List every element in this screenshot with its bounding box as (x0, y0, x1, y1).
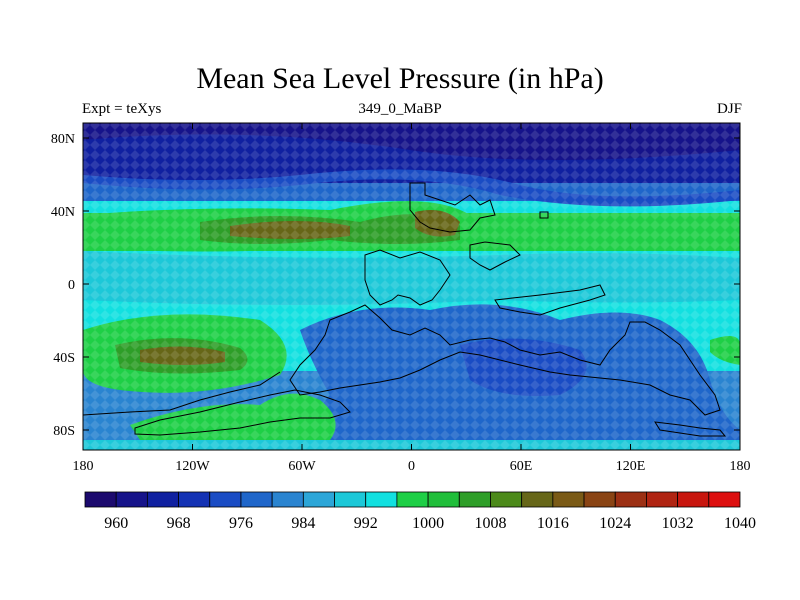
x-tick-label: 0 (408, 459, 415, 474)
colorbar-swatch (677, 491, 710, 508)
colorbar-swatch (178, 491, 211, 508)
colorbar-label: 992 (354, 515, 378, 532)
colorbar-label: 1032 (662, 515, 694, 532)
colorbar-swatch (427, 491, 460, 508)
period-label: 349_0_MaBP (358, 101, 442, 117)
colorbar: 960 968 976 984 992 1000 1008 1016 1024 1032 1040 (84, 491, 756, 532)
x-tick-label: 120W (175, 459, 210, 474)
x-axis: 180 120W 60W 0 60E 120E 180 (73, 123, 751, 474)
x-tick-label: 120E (616, 459, 646, 474)
colorbar-swatch (396, 491, 429, 508)
colorbar-label: 1040 (724, 515, 756, 532)
coastline (289, 304, 721, 416)
coastlines (83, 182, 727, 437)
coastline (409, 182, 496, 233)
colorbar-swatch (646, 491, 679, 508)
x-tick-label: 180 (730, 459, 751, 474)
colorbar-swatch (614, 491, 647, 508)
x-tick-label: 180 (73, 459, 94, 474)
colorbar-swatch (240, 491, 273, 508)
colorbar-swatch (458, 491, 491, 508)
colorbar-label: 960 (104, 515, 128, 532)
colorbar-swatch (365, 491, 398, 508)
colorbar-swatch (146, 491, 179, 508)
colorbar-swatch (271, 491, 304, 508)
y-tick-label: 80N (51, 132, 75, 147)
coastline (539, 211, 549, 219)
colorbar-swatch (490, 491, 523, 508)
colorbar-swatch (521, 491, 554, 508)
coastline (134, 389, 351, 436)
coastline (494, 284, 606, 316)
colorbar-swatch (552, 491, 585, 508)
colorbar-swatch (115, 491, 148, 508)
chart-title: Mean Sea Level Pressure (in hPa) (196, 62, 604, 95)
y-axis: 80N 40N 0 40S 80S (51, 132, 740, 439)
y-tick-label: 40S (53, 351, 75, 366)
colorbar-label: 1000 (412, 515, 444, 532)
map-plot-area (83, 123, 740, 450)
colorbar-swatch (209, 491, 242, 508)
colorbar-label: 1024 (599, 515, 631, 532)
season-label: DJF (716, 101, 742, 117)
colorbar-swatch (302, 491, 335, 508)
y-tick-label: 40N (51, 205, 75, 220)
y-tick-label: 0 (68, 278, 75, 293)
coastline (654, 421, 727, 437)
y-tick-label: 80S (53, 424, 75, 439)
coastline (364, 249, 451, 306)
colorbar-label: 1016 (537, 515, 569, 532)
colorbar-label: 1008 (474, 515, 506, 532)
colorbar-swatch (84, 491, 117, 508)
colorbar-swatch (334, 491, 367, 508)
experiment-label: Expt = teXys (82, 101, 162, 117)
colorbar-label: 968 (167, 515, 191, 532)
x-tick-label: 60W (288, 459, 316, 474)
colorbar-swatch (583, 491, 616, 508)
coastline (83, 371, 281, 416)
dither-overlay (83, 123, 740, 450)
x-tick-label: 60E (510, 459, 533, 474)
colorbar-label: 976 (229, 515, 253, 532)
colorbar-label: 984 (291, 515, 315, 532)
colorbar-swatch (708, 491, 741, 508)
coastline (469, 241, 521, 271)
